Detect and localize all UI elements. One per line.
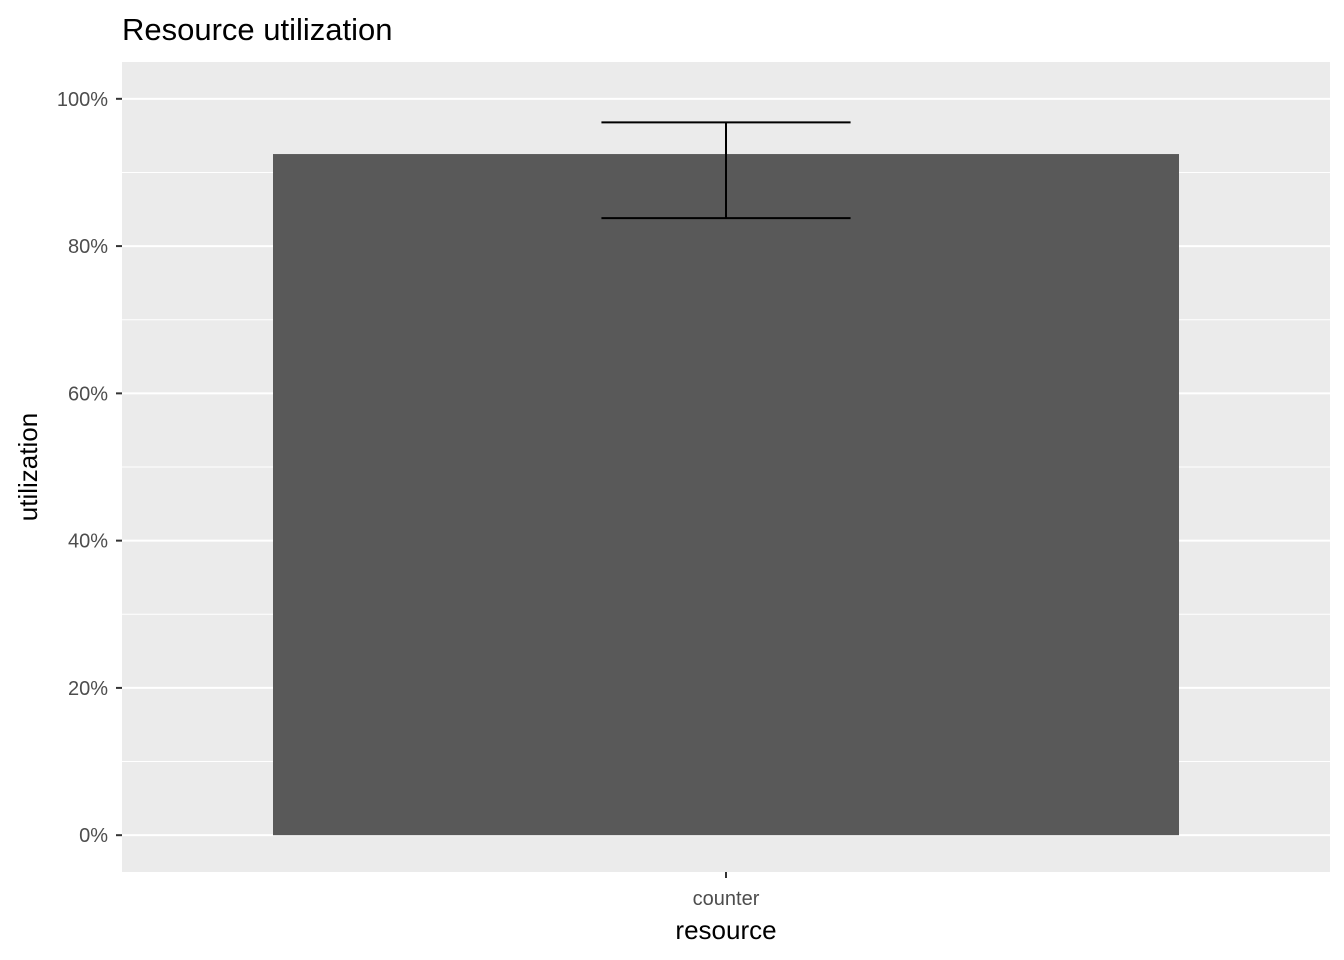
y-tick-label: 40%	[68, 531, 108, 553]
y-tick-label: 20%	[68, 678, 108, 700]
bars	[273, 154, 1179, 836]
x-axis-title: resource	[675, 915, 776, 945]
y-tick-label: 100%	[57, 89, 108, 111]
chart-title: Resource utilization	[122, 12, 393, 47]
y-tick-label: 0%	[79, 825, 108, 847]
bar	[273, 154, 1179, 836]
x-tick-label: counter	[693, 888, 760, 910]
y-axis-title: utilization	[13, 413, 43, 521]
y-tick-label: 60%	[68, 383, 108, 405]
error-bars	[601, 121, 851, 220]
y-tick-label: 80%	[68, 236, 108, 258]
x-axis: counter	[693, 872, 760, 910]
y-axis: 0% 20% 40% 60% 80% 100%	[57, 89, 122, 847]
